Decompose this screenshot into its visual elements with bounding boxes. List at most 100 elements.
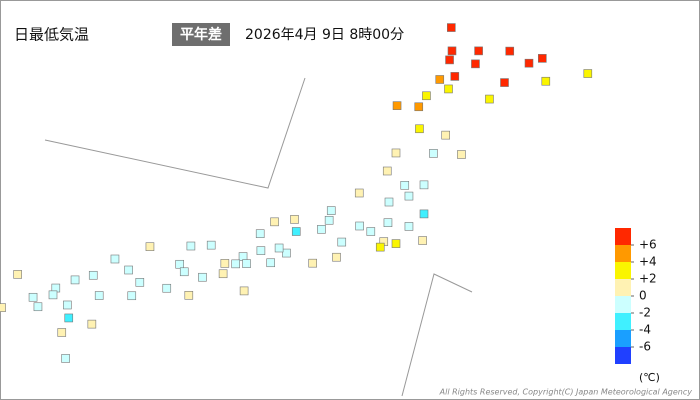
- station: [391, 148, 401, 158]
- legend-label: +6: [639, 238, 657, 252]
- legend-label: -2: [639, 306, 651, 320]
- station: [256, 246, 266, 255]
- station: [175, 259, 184, 269]
- station: [355, 221, 364, 231]
- station: [457, 150, 466, 159]
- legend-swatch: [615, 279, 631, 296]
- station: [179, 267, 189, 277]
- station: [415, 124, 424, 134]
- legend: +6 +4 +2 0 -2 -4 -6 (℃): [615, 228, 660, 384]
- station: [127, 291, 137, 301]
- station: [88, 270, 98, 280]
- station: [441, 130, 451, 140]
- legend-swatch: [615, 347, 631, 364]
- station: [324, 215, 334, 225]
- station: [274, 243, 284, 253]
- station: [270, 217, 279, 227]
- station: [162, 283, 172, 293]
- station: [354, 188, 364, 198]
- station: [242, 259, 251, 268]
- station: [145, 242, 155, 251]
- station: [485, 94, 494, 104]
- station: [291, 227, 301, 236]
- station: [64, 313, 74, 323]
- station: [332, 252, 341, 262]
- station: [186, 241, 196, 251]
- station: [308, 258, 318, 268]
- station: [400, 181, 410, 190]
- badge-bg: [172, 23, 230, 46]
- legend-swatch: [615, 245, 631, 262]
- station: [231, 259, 240, 269]
- station: [537, 54, 547, 63]
- station: [184, 290, 194, 300]
- station: [419, 180, 429, 190]
- station: [384, 197, 394, 207]
- station: [419, 209, 429, 219]
- legend-label: +4: [639, 255, 657, 269]
- station: [435, 75, 445, 84]
- station: [33, 302, 43, 312]
- station: [505, 46, 515, 56]
- station: [583, 69, 593, 78]
- station: [0, 303, 6, 312]
- legend-swatch: [615, 313, 631, 330]
- station: [444, 84, 453, 94]
- station: [429, 149, 438, 158]
- station: [446, 23, 456, 32]
- station: [290, 215, 299, 224]
- station: [124, 265, 133, 275]
- station: [13, 270, 22, 279]
- legend-swatch: [615, 296, 631, 313]
- badge: 平年差: [180, 26, 222, 43]
- station: [541, 76, 551, 86]
- station: [94, 291, 104, 300]
- station: [391, 239, 401, 248]
- legend-unit: (℃): [639, 371, 660, 384]
- station: [70, 275, 80, 285]
- station: [326, 206, 336, 215]
- legend-label: -4: [639, 323, 651, 337]
- station: [135, 278, 145, 287]
- legend-swatch: [615, 228, 631, 245]
- legend-label: +2: [639, 272, 657, 286]
- station: [450, 72, 460, 81]
- station: [404, 191, 414, 201]
- station: [422, 91, 431, 101]
- station: [382, 166, 392, 176]
- station: [375, 242, 385, 252]
- legend-label: -6: [639, 340, 651, 354]
- station: [28, 292, 38, 302]
- station: [445, 55, 454, 65]
- station: [447, 46, 457, 56]
- station: [418, 236, 427, 245]
- station: [404, 222, 414, 231]
- station: [220, 259, 230, 268]
- station: [48, 290, 58, 300]
- station: [198, 272, 207, 282]
- station: [57, 328, 67, 337]
- stations: [0, 23, 593, 363]
- station: [471, 59, 480, 69]
- station: [110, 254, 120, 264]
- station: [239, 286, 249, 296]
- station: [282, 248, 291, 258]
- station: [392, 101, 402, 110]
- copyright: All Rights Reserved, Copyright(C) Japan …: [439, 388, 693, 397]
- station: [383, 218, 393, 227]
- title: 日最低気温: [14, 26, 89, 44]
- station: [206, 240, 216, 250]
- station: [61, 354, 70, 363]
- station: [63, 300, 72, 310]
- datetime: 2026年4月 9日 8時00分: [245, 27, 404, 43]
- station: [337, 237, 347, 247]
- station: [474, 46, 483, 56]
- station: [500, 78, 509, 87]
- station: [255, 229, 265, 238]
- station: [317, 225, 326, 234]
- inset-boundary: [44, 77, 306, 189]
- station: [366, 227, 376, 236]
- station: [524, 58, 534, 68]
- legend-label: 0: [639, 289, 647, 303]
- station: [87, 319, 97, 329]
